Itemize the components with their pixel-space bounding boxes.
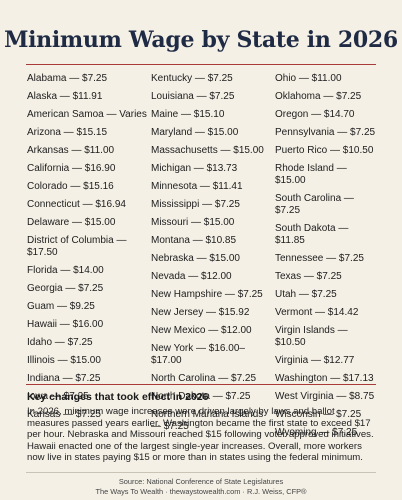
source-footer: Source: National Conference of State Leg… bbox=[0, 477, 402, 497]
state-wage-entry: New Hampshire — $7.25 bbox=[151, 289, 263, 300]
state-wage-entry: Alaska — $11.91 bbox=[27, 91, 103, 102]
state-wage-entry: Nebraska — $15.00 bbox=[151, 253, 240, 264]
footer-divider bbox=[26, 472, 376, 473]
title-divider bbox=[26, 64, 376, 65]
state-wage-entry: Tennessee — $7.25 bbox=[275, 253, 364, 264]
state-wage-entry: District of Columbia — $17.50 bbox=[27, 235, 127, 258]
state-wage-entry: Northern Mariana Islands — $7.25 bbox=[151, 409, 264, 432]
state-wage-entry: California — $16.90 bbox=[27, 163, 116, 174]
state-wage-entry: Alabama — $7.25 bbox=[27, 73, 108, 84]
state-wage-entry: Rhode Island — $15.00 bbox=[275, 163, 347, 186]
state-wage-entry: Hawaii — $16.00 bbox=[27, 319, 104, 330]
state-wage-entry: Idaho — $7.25 bbox=[27, 337, 93, 348]
state-wage-entry: Delaware — $15.00 bbox=[27, 217, 116, 228]
state-wage-entry: Missouri — $15.00 bbox=[151, 217, 235, 228]
source-line: Source: National Conference of State Leg… bbox=[118, 477, 284, 486]
state-wage-entry: South Carolina — $7.25 bbox=[275, 193, 354, 216]
state-wage-entry: Indiana — $7.25 bbox=[27, 373, 101, 384]
state-wage-entry: American Samoa — Varies bbox=[27, 109, 147, 120]
state-wage-entry: Pennsylvania — $7.25 bbox=[275, 127, 376, 138]
state-wage-entry: Minnesota — $11.41 bbox=[151, 181, 243, 192]
state-wage-entry: Oregon — $14.70 bbox=[275, 109, 355, 120]
state-wage-entry: Wyoming — $7.25 bbox=[275, 427, 358, 438]
state-wage-entry: North Carolina — $7.25 bbox=[151, 373, 257, 384]
state-wage-entry: New York — $16.00–$17.00 bbox=[151, 343, 245, 366]
section-divider bbox=[26, 384, 376, 385]
state-wage-entry: Maine — $15.10 bbox=[151, 109, 225, 120]
state-wage-entry: Guam — $9.25 bbox=[27, 301, 95, 312]
state-wage-entry: New Mexico — $12.00 bbox=[151, 325, 252, 336]
state-wage-entry: Kentucky — $7.25 bbox=[151, 73, 233, 84]
credit-line: The Ways To Wealth · thewaystowealth.com… bbox=[95, 487, 307, 496]
state-wage-entry: Arizona — $15.15 bbox=[27, 127, 108, 138]
state-wage-entry: Florida — $14.00 bbox=[27, 265, 104, 276]
state-wage-entry: Virgin Islands — $10.50 bbox=[275, 325, 348, 348]
state-wage-entry: Arkansas — $11.00 bbox=[27, 145, 115, 156]
state-wage-entry: Wisconsin — $7.25 bbox=[275, 409, 362, 420]
state-wage-entry: West Virginia — $8.75 bbox=[275, 391, 375, 402]
state-wage-entry: Washington — $17.13 bbox=[275, 373, 374, 384]
page-title: Minimum Wage by State in 2026 bbox=[4, 27, 398, 53]
state-wage-entry: Colorado — $15.16 bbox=[27, 181, 114, 192]
state-wage-entry: Kansas — $7.25 bbox=[27, 409, 101, 420]
state-wage-entry: Michigan — $13.73 bbox=[151, 163, 238, 174]
state-wage-entry: Puerto Rico — $10.50 bbox=[275, 145, 374, 156]
state-wage-entry: North Dakota — $7.25 bbox=[151, 391, 251, 402]
state-wage-entry: Connecticut — $16.94 bbox=[27, 199, 126, 210]
state-wage-entry: Vermont — $14.42 bbox=[275, 307, 359, 318]
state-wage-entry: Massachusetts — $15.00 bbox=[151, 145, 264, 156]
state-wage-entry: Texas — $7.25 bbox=[275, 271, 342, 282]
state-wage-entry: Utah — $7.25 bbox=[275, 289, 337, 300]
state-wage-entry: Oklahoma — $7.25 bbox=[275, 91, 362, 102]
key-changes-body: In 2026, minimum wage increases were dri… bbox=[27, 406, 374, 464]
state-wage-entry: South Dakota — $11.85 bbox=[275, 223, 349, 246]
state-wage-entry: Ohio — $11.00 bbox=[275, 73, 342, 84]
key-changes-heading: Key changes that took effect in 2026 bbox=[27, 391, 209, 403]
column-1: Alabama — $7.25 Alaska — $11.91 American S… bbox=[27, 73, 147, 427]
state-wage-entry: Montana — $10.85 bbox=[151, 235, 237, 246]
state-wage-entry: Louisiana — $7.25 bbox=[151, 91, 235, 102]
column-2: Kentucky — $7.25 Louisiana — $7.25 Maine —… bbox=[151, 73, 273, 439]
state-wage-entry: Nevada — $12.00 bbox=[151, 271, 232, 282]
state-wage-entry: Maryland — $15.00 bbox=[151, 127, 239, 138]
state-wage-entry: Iowa — $7.25 bbox=[27, 391, 89, 402]
state-wage-entry: New Jersey — $15.92 bbox=[151, 307, 250, 318]
column-3: Ohio — $11.00 Oklahoma — $7.25 Oregon — $1… bbox=[275, 73, 380, 445]
state-wage-entry: Mississippi — $7.25 bbox=[151, 199, 240, 210]
state-wage-entry: Georgia — $7.25 bbox=[27, 283, 104, 294]
state-wage-entry: Virginia — $12.77 bbox=[275, 355, 355, 366]
state-wage-entry: Illinois — $15.00 bbox=[27, 355, 101, 366]
